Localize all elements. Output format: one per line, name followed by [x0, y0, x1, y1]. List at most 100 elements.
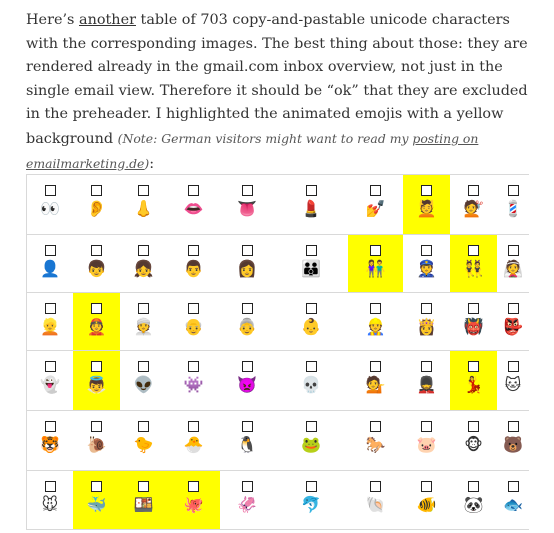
placeholder-box-icon [507, 185, 519, 196]
emoji-cell: 👨 [167, 235, 220, 292]
emoji-cell: 💃 [450, 351, 497, 410]
emoji-cell: 🐟 [497, 471, 529, 529]
placeholder-box-icon [188, 303, 199, 314]
tongue-icon: 👅 [237, 199, 257, 218]
placeholder-box-icon [370, 361, 381, 372]
table-row: 👤 👦 👧 👨 👩 👪 👫 👮 👯 👰 [27, 235, 529, 293]
placeholder-box-icon [138, 421, 149, 432]
emoji-cell: 💇 [450, 175, 497, 234]
placeholder-box-icon [305, 303, 317, 314]
emoji-cell: 🐎 [348, 411, 403, 470]
intro-trailing-colon: : [149, 155, 155, 172]
placeholder-box-icon [138, 245, 149, 256]
ghost-icon: 👻 [40, 375, 60, 394]
placeholder-box-icon [188, 185, 199, 196]
placeholder-box-icon [421, 303, 432, 314]
emoji-cell: 🦑 [220, 471, 274, 529]
eyes-icon: 👀 [40, 199, 60, 218]
note-close: ) [144, 155, 150, 171]
baby-icon: 👶 [301, 317, 321, 336]
emoji-cell: 💀 [274, 351, 348, 410]
note: (Note: German visitors might want to rea… [26, 131, 478, 171]
emoji-cell: 🐭 [27, 471, 73, 529]
emoji-cell: 👽 [120, 351, 167, 410]
whale-icon: 🐳 [86, 495, 107, 514]
frog-icon: 🐸 [301, 435, 321, 454]
placeholder-box-icon [138, 481, 149, 492]
angel-icon: 👼 [86, 375, 107, 394]
placeholder-box-icon [138, 185, 149, 196]
placeholder-box-icon [241, 185, 253, 196]
spa-icon: 💆 [416, 199, 437, 218]
another-link[interactable]: another [79, 12, 136, 28]
emailmarketing-link[interactable]: posting on emailmarketing.de [26, 130, 479, 171]
placeholder-box-icon [370, 481, 381, 492]
placeholder-box-icon [44, 481, 56, 492]
placeholder-box-icon [241, 421, 253, 432]
emoji-cell: 👷 [348, 293, 403, 350]
emoji-table: 👀 👂 👃 👄 👅 💄 💅 💆 💇 💈 👤 👦 👧 👨 👩 👪 👫 👮 👯 👰 👱 👲 👳 👴 👵 👶 👷 👸 👹 👺 👻 👼 👽 👾 👿 💀 💁 💂 💃 🐱… [26, 174, 529, 530]
mouth-icon: 👄 [183, 199, 204, 218]
dolphin-icon: 🐬 [301, 495, 321, 514]
placeholder-box-icon [44, 361, 56, 372]
emoji-cell: 👳 [120, 293, 167, 350]
placeholder-box-icon [421, 185, 432, 196]
barber-icon: 💈 [503, 199, 523, 218]
alien-monster-icon: 👾 [183, 375, 204, 394]
ogre-icon: 👹 [463, 317, 484, 336]
lipstick-icon: 💄 [301, 199, 321, 218]
princess-icon: 👸 [416, 317, 437, 336]
guard-icon: 💂 [416, 375, 437, 394]
cat-face-icon: 🐱 [504, 375, 522, 394]
placeholder-box-icon [91, 185, 102, 196]
placeholder-box-icon [138, 303, 149, 314]
emoji-cell: 🐧 [220, 411, 274, 470]
emoji-cell: 👫 [348, 235, 403, 292]
note-text: (Note: German visitors might want to rea… [117, 130, 413, 146]
emoji-cell: 👱 [27, 293, 73, 350]
emoji-cell: 👪 [274, 235, 348, 292]
placeholder-box-icon [421, 245, 432, 256]
placeholder-box-icon [44, 303, 56, 314]
emoji-cell: 🐱 [497, 351, 529, 410]
placeholder-box-icon [468, 481, 479, 492]
placeholder-box-icon [91, 481, 102, 492]
emoji-cell: 👰 [497, 235, 529, 292]
emoji-cell: 👹 [450, 293, 497, 350]
ear-icon: 👂 [86, 199, 107, 218]
emoji-cell: 👂 [73, 175, 120, 234]
placeholder-box-icon [188, 361, 199, 372]
placeholder-box-icon [421, 361, 432, 372]
emoji-cell: 👸 [403, 293, 450, 350]
placeholder-box-icon [370, 185, 381, 196]
placeholder-box-icon [421, 421, 432, 432]
emoji-cell: 🐼 [450, 471, 497, 529]
table-row: 🐭 🐳 🍱 🐙 🦑 🐬 🐚 🐠 🐼 🐟 [27, 471, 529, 530]
police-officer-icon: 👮 [416, 259, 437, 278]
woman-icon: 👩 [237, 259, 257, 278]
emoji-cell: 👀 [27, 175, 73, 234]
mouse-face-icon: 🐭 [41, 495, 59, 514]
emoji-cell: 🐵 [450, 411, 497, 470]
emoji-cell: 🐷 [403, 411, 450, 470]
horse-icon: 🐎 [365, 435, 386, 454]
placeholder-box-icon [91, 361, 102, 372]
bunny-ears-icon: 👯 [463, 259, 484, 278]
emoji-cell: 🐻 [497, 411, 529, 470]
placeholder-box-icon [91, 303, 102, 314]
emoji-cell: 💂 [403, 351, 450, 410]
girl-icon: 👧 [133, 259, 154, 278]
emoji-cell: 👤 [27, 235, 73, 292]
ramen-bowl-icon: 🍱 [133, 495, 154, 514]
squid-icon: 🦑 [237, 495, 257, 514]
old-man-icon: 👴 [183, 317, 204, 336]
emoji-cell: 👩 [220, 235, 274, 292]
placeholder-box-icon [370, 245, 381, 256]
bride-icon: 👰 [503, 259, 523, 278]
placeholder-box-icon [188, 421, 199, 432]
emoji-cell: 💆 [403, 175, 450, 234]
emoji-cell: 💅 [348, 175, 403, 234]
turban-icon: 👳 [133, 317, 154, 336]
emoji-cell: 👯 [450, 235, 497, 292]
monkey-face-icon: 🐵 [464, 435, 483, 454]
